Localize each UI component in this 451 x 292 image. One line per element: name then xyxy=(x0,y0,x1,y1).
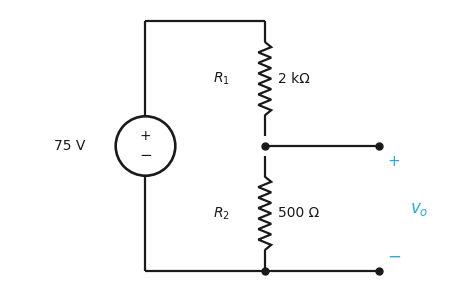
Text: +: + xyxy=(387,154,400,169)
Text: 75 V: 75 V xyxy=(55,139,86,153)
Text: +: + xyxy=(140,129,151,143)
Text: −: − xyxy=(139,148,152,164)
Text: 2 kΩ: 2 kΩ xyxy=(278,72,309,86)
Text: $R_1$: $R_1$ xyxy=(213,70,230,87)
Text: −: − xyxy=(387,248,401,266)
Text: $R_2$: $R_2$ xyxy=(213,205,230,222)
Text: 500 Ω: 500 Ω xyxy=(278,206,319,220)
Text: $v_o$: $v_o$ xyxy=(410,200,428,218)
